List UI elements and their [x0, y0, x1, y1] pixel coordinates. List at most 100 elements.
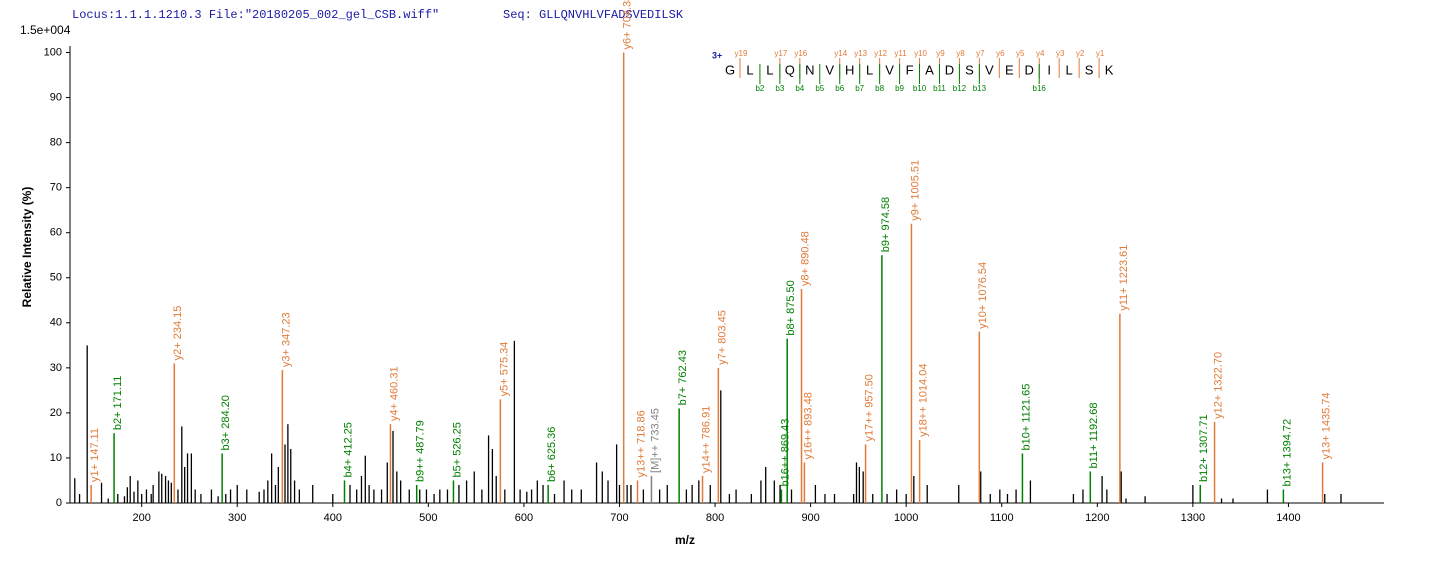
y-ion-label: y7 [976, 49, 985, 58]
x-axis-label: m/z [675, 533, 695, 547]
peak-label: y1+ 147.11 [89, 428, 101, 482]
peak-label: b9++ 487.79 [415, 420, 427, 482]
y-axis-label: Relative Intensity (%) [20, 187, 34, 308]
y-tick-label: 10 [50, 452, 62, 464]
peak-label: y13+ 1435.74 [1320, 392, 1332, 459]
x-tick-label: 300 [228, 512, 246, 524]
b-ion-label: b12 [953, 84, 967, 93]
x-tick-label: 200 [132, 512, 150, 524]
peak-label: b8+ 875.50 [785, 280, 797, 335]
y-ion-label: y17 [774, 49, 787, 58]
peak-label: y2+ 234.15 [172, 306, 184, 361]
peak-label: b13+ 1394.72 [1281, 419, 1293, 487]
peak-label: b3+ 284.20 [220, 395, 232, 450]
b-ion-label: b10 [913, 84, 927, 93]
intensity-scale: 1.5e+004 [20, 23, 71, 37]
b-ion-label: b3 [775, 84, 784, 93]
peak-label: b11+ 1192.68 [1088, 402, 1100, 468]
x-tick-label: 600 [515, 512, 533, 524]
x-tick-label: 800 [706, 512, 724, 524]
y-tick-label: 40 [50, 317, 62, 329]
y-tick-label: 90 [50, 91, 62, 103]
y-ion-label: y8 [956, 49, 965, 58]
x-tick-label: 1300 [1181, 512, 1205, 524]
residue: V [985, 62, 994, 77]
y-tick-label: 70 [50, 182, 62, 194]
peak-label: b7+ 762.43 [677, 350, 689, 405]
residue: H [845, 62, 854, 77]
peak-label: y6+ 704.38 [622, 0, 634, 50]
b-ion-label: b11 [933, 84, 946, 93]
y-ion-label: y4 [1036, 49, 1045, 58]
b-ion-label: b13 [973, 84, 987, 93]
y-ion-label: y1 [1096, 49, 1105, 58]
b-ion-label: b4 [795, 84, 804, 93]
peak-label: b4+ 412.25 [342, 422, 354, 477]
b-ion-label: b8 [875, 84, 884, 93]
residue: K [1105, 62, 1114, 77]
peak-label: [M]++ 733.45 [649, 408, 661, 473]
residue: L [866, 62, 873, 77]
b-ion-label: b6 [835, 84, 844, 93]
peak-label: b6+ 625.36 [546, 427, 558, 482]
peak-label: y14++ 786.91 [700, 406, 712, 473]
peak-label: b12+ 1307.71 [1198, 414, 1210, 482]
peak-label: y12+ 1322.70 [1212, 352, 1224, 419]
x-tick-label: 1000 [894, 512, 918, 524]
residue: V [825, 62, 834, 77]
peak-label: b2+ 171.11 [112, 376, 124, 431]
x-tick-label: 900 [801, 512, 819, 524]
peak-label: b9+ 974.58 [880, 197, 892, 252]
x-tick-label: 1100 [990, 512, 1014, 524]
x-tick-label: 700 [610, 512, 628, 524]
peak-label: y16++ 893.48 [802, 392, 814, 459]
residue: E [1005, 62, 1014, 77]
residue: L [766, 62, 773, 77]
peak-label: y9+ 1005.51 [909, 160, 921, 221]
residue: L [1066, 62, 1073, 77]
residue: L [746, 62, 753, 77]
y-tick-label: 20 [50, 407, 62, 419]
residue: G [725, 62, 735, 77]
peak-label: b10+ 1121.65 [1020, 384, 1032, 451]
residue: Q [785, 62, 795, 77]
b-ion-label: b16 [1033, 84, 1047, 93]
peak-label: y5+ 575.34 [498, 342, 510, 397]
y-ion-label: y14 [834, 49, 847, 58]
x-tick-label: 500 [419, 512, 437, 524]
peak-label: y10+ 1076.54 [977, 262, 989, 329]
peak-label: y7+ 803.45 [716, 310, 728, 365]
sequence-title: Seq: GLLQNVHLVFADSVEDILSK [503, 8, 684, 22]
x-tick-label: 1400 [1276, 512, 1300, 524]
peak-label: b16++ 869.43 [779, 419, 791, 487]
peak-label: b5+ 526.25 [451, 422, 463, 477]
y-tick-label: 60 [50, 227, 62, 239]
y-tick-label: 100 [44, 46, 62, 58]
residue: S [965, 62, 974, 77]
residue: V [885, 62, 894, 77]
y-ion-label: y13 [854, 49, 867, 58]
peak-label: y4+ 460.31 [388, 366, 400, 421]
y-ion-label: y12 [874, 49, 887, 58]
peak-label: y17++ 957.50 [863, 374, 875, 441]
peak-label: y11+ 1223.61 [1118, 245, 1130, 311]
y-ion-label: y10 [914, 49, 927, 58]
y-tick-label: 0 [56, 497, 62, 509]
y-ion-label: y5 [1016, 49, 1025, 58]
residue: I [1047, 62, 1051, 77]
charge-state: 3+ [712, 50, 722, 60]
y-ion-label: y3 [1056, 49, 1065, 58]
b-ion-label: b2 [755, 84, 764, 93]
y-ion-label: y16 [794, 49, 807, 58]
residue: N [805, 62, 814, 77]
y-ion-label: y2 [1076, 49, 1085, 58]
peak-label: y18++ 1014.04 [918, 364, 930, 437]
y-tick-label: 30 [50, 362, 62, 374]
x-tick-label: 1200 [1085, 512, 1109, 524]
y-tick-label: 80 [50, 137, 62, 149]
y-ion-label: y11 [894, 49, 907, 58]
residue: D [945, 62, 954, 77]
header: Locus:1.1.1.1210.3 File:"20180205_002_ge… [72, 8, 439, 22]
